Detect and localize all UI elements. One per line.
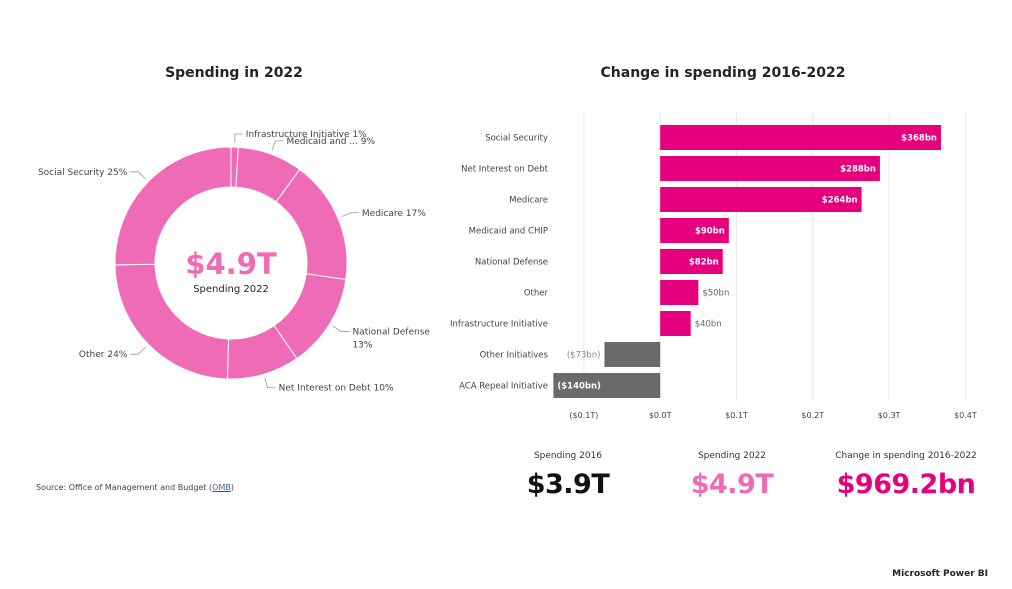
- bar-chart-title: Change in spending 2016-2022: [600, 65, 846, 81]
- kpi-card-change-in-spending: Change in spending 2016-2022 $969.2bn: [806, 451, 1006, 500]
- bar-value-label-national-defense: $82bn: [689, 258, 719, 268]
- donut-label-infrastructure-initiative: Infrastructure Initiative 1%: [246, 130, 367, 140]
- donut-label-national-defense: 13%: [352, 341, 372, 351]
- category-label-net-interest-on-debt: Net Interest on Debt: [461, 165, 549, 175]
- kpi-card-spending-2016: Spending 2016 $3.9T: [468, 451, 668, 500]
- bar-value-label-other-initiatives: ($73bn): [567, 351, 601, 361]
- bar-net-interest-on-debt[interactable]: [660, 156, 880, 181]
- donut-slice-social-security[interactable]: [114, 146, 232, 266]
- donut-chart-title: Spending in 2022: [165, 65, 303, 81]
- bar-value-label-infrastructure-initiative: $40bn: [695, 320, 722, 330]
- category-label-medicaid-and-chip: Medicaid and CHIP: [469, 227, 548, 237]
- bar-other[interactable]: [660, 280, 699, 305]
- donut-chart: Infrastructure Initiative 1%Medicaid and…: [38, 130, 430, 394]
- bar-medicare[interactable]: [660, 187, 862, 212]
- kpi-label: Change in spending 2016-2022: [835, 451, 977, 461]
- category-label-other-initiatives: Other Initiatives: [480, 351, 549, 361]
- bar-chart: Social Security Net Interest on Debt Medic…: [450, 112, 977, 420]
- bar-value-label-medicaid-and-chip: $90bn: [695, 227, 725, 237]
- bar-aca-repeal-initiative[interactable]: [553, 373, 661, 398]
- donut-label-net-interest-on-debt: Net Interest on Debt 10%: [279, 384, 394, 394]
- donut-leader-line: [271, 140, 284, 151]
- category-label-infrastructure-initiative: Infrastructure Initiative: [450, 320, 548, 330]
- kpi-value: $3.9T: [526, 469, 610, 500]
- donut-leader-line: [234, 133, 243, 144]
- donut-leader-line: [130, 171, 146, 180]
- donut-label-other: Other 24%: [79, 350, 128, 360]
- bar-social-security[interactable]: [660, 125, 941, 150]
- x-tick-label: $0.1T: [725, 411, 748, 420]
- category-label-social-security: Social Security: [485, 134, 548, 144]
- category-label-aca-repeal-initiative: ACA Repeal Initiative: [459, 382, 548, 392]
- source-note: Source: Office of Management and Budget …: [36, 483, 234, 492]
- powerbi-brand[interactable]: Microsoft Power BI: [892, 569, 988, 579]
- bar-medicaid-and-chip[interactable]: [660, 218, 729, 243]
- bar-value-label-aca-repeal-initiative: ($140bn): [557, 382, 601, 392]
- source-prefix: Source: Office of Management and Budget …: [36, 483, 213, 492]
- donut-center-value: $4.9T: [185, 247, 277, 281]
- source-suffix: ): [230, 483, 234, 492]
- kpi-label: Spending 2022: [697, 451, 767, 461]
- category-label-national-defense: National Defense: [475, 258, 548, 268]
- kpi-label: Spending 2016: [533, 451, 603, 461]
- bar-value-label-social-security: $368bn: [901, 134, 937, 144]
- bar-other-initiatives[interactable]: [604, 342, 661, 367]
- x-tick-label: ($0.1T): [569, 411, 598, 420]
- kpi-value: $4.9T: [690, 469, 774, 500]
- donut-leader-line: [130, 346, 146, 355]
- bar-value-label-net-interest-on-debt: $288bn: [840, 165, 876, 175]
- x-tick-label: $0.2T: [801, 411, 824, 420]
- kpi-value: $969.2bn: [836, 469, 976, 500]
- source-link-omb[interactable]: OMB: [212, 483, 231, 492]
- donut-center-label: Spending 2022: [193, 284, 269, 295]
- donut-label-medicaid-and: Medicaid and ... 9%: [286, 137, 375, 147]
- bar-infrastructure-initiative[interactable]: [660, 311, 691, 336]
- donut-label-social-security: Social Security 25%: [38, 168, 128, 178]
- kpi-card-spending-2022: Spending 2022 $4.9T: [632, 451, 832, 500]
- donut-label-medicare: Medicare 17%: [362, 209, 426, 219]
- donut-slice-other[interactable]: [114, 263, 230, 380]
- category-label-other: Other: [524, 289, 549, 299]
- donut-leader-line: [332, 325, 350, 332]
- bar-value-label-other: $50bn: [702, 289, 729, 299]
- donut-leader-line: [264, 378, 276, 389]
- donut-leader-line: [341, 212, 359, 218]
- x-tick-label: $0.3T: [878, 411, 901, 420]
- category-label-medicare: Medicare: [509, 196, 548, 206]
- bar-national-defense[interactable]: [660, 249, 723, 274]
- donut-label-national-defense: National Defense: [352, 328, 430, 338]
- x-tick-label: $0.0T: [649, 411, 672, 420]
- x-tick-label: $0.4T: [954, 411, 977, 420]
- bar-value-label-medicare: $264bn: [822, 196, 858, 206]
